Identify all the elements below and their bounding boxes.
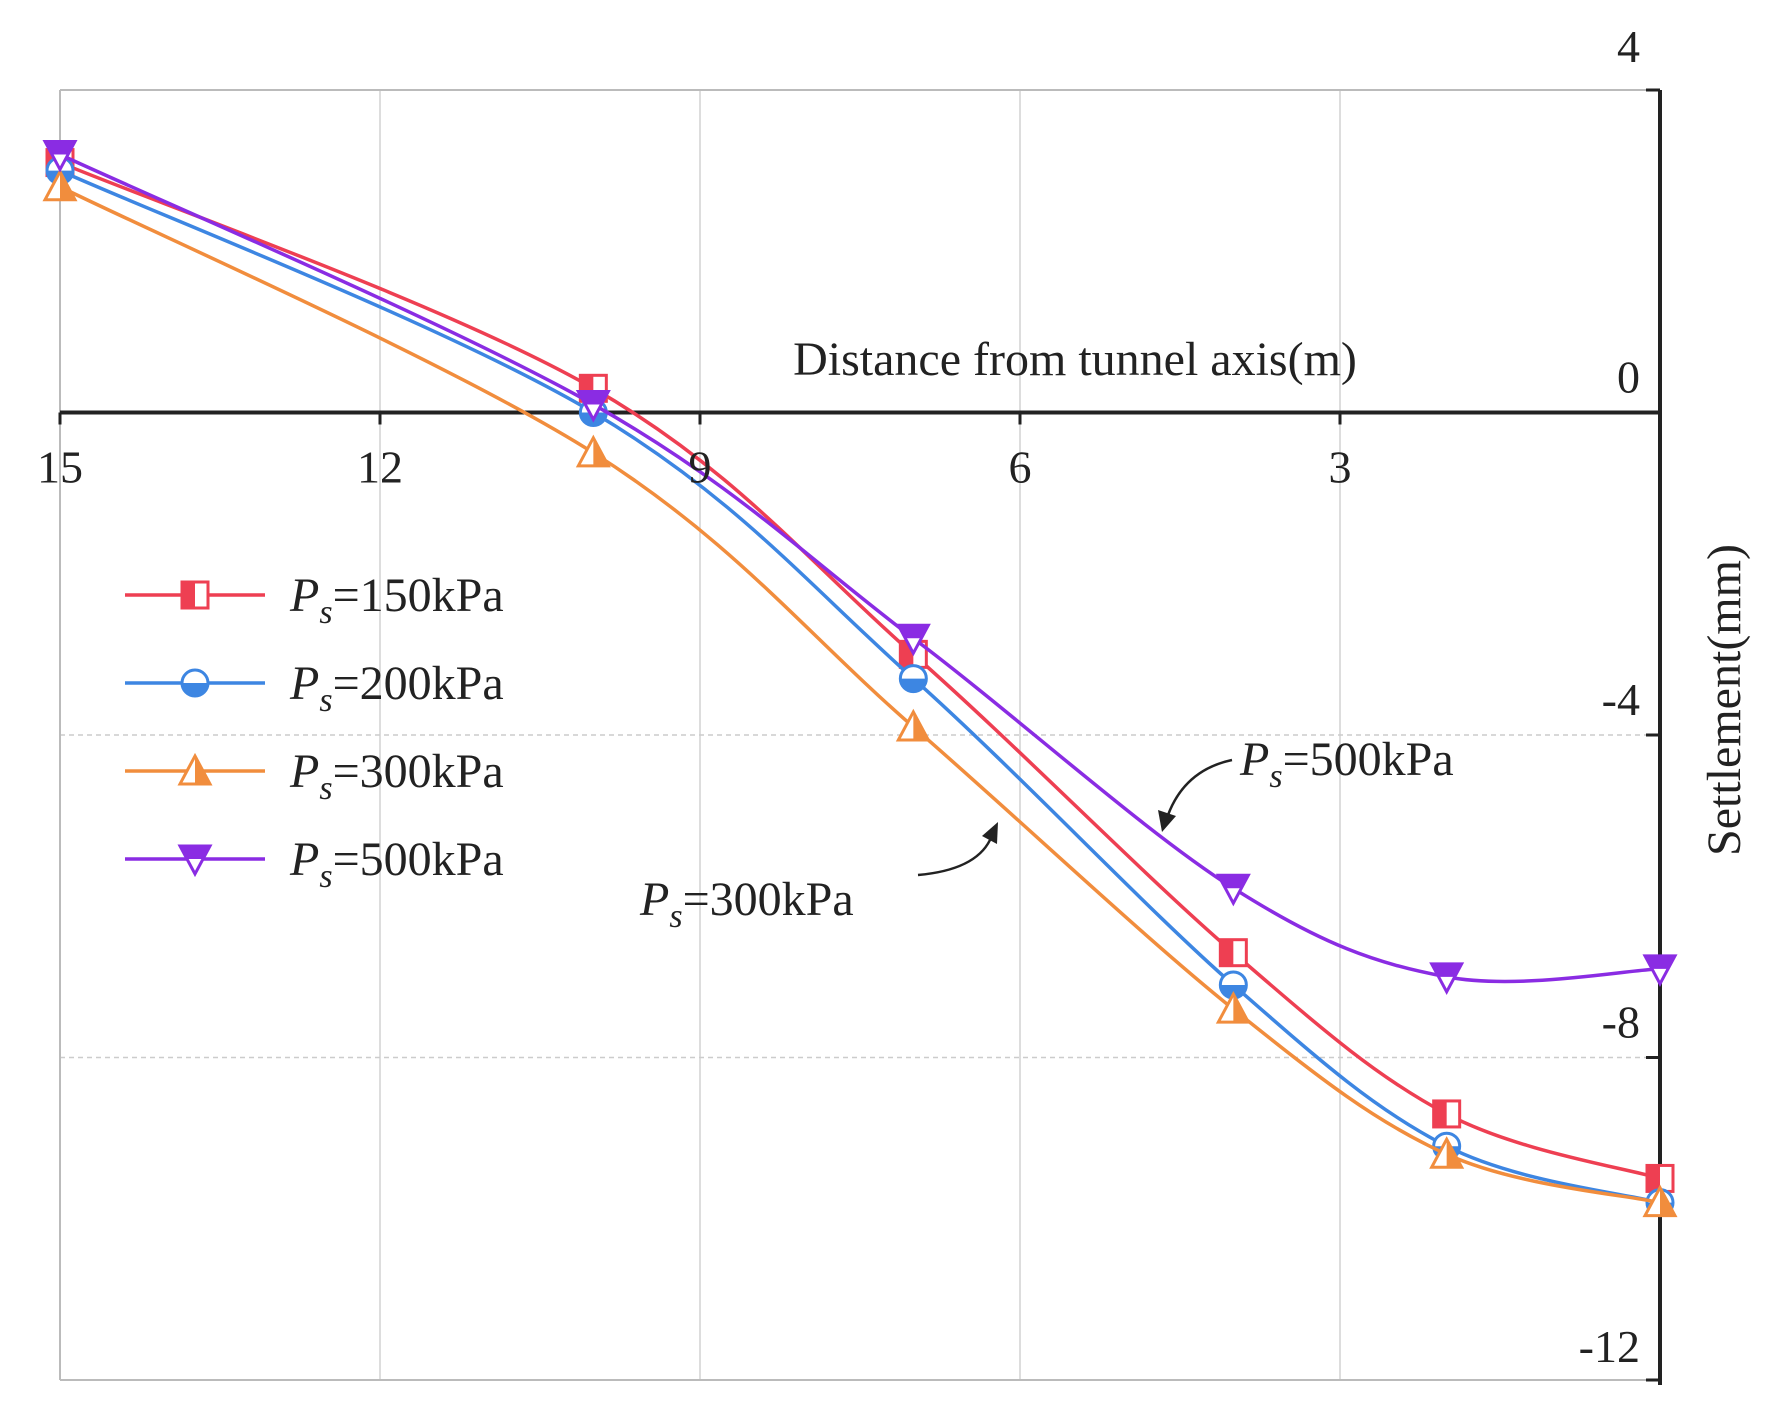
annotation-300kpa: Ps=300kPa [639, 873, 854, 935]
y-tick-label: -4 [1602, 674, 1640, 725]
marker-fill [900, 678, 927, 692]
marker-fill [913, 711, 929, 740]
legend-item: Ps=500kPa [125, 833, 504, 895]
marker-fill [593, 437, 609, 466]
data-point [895, 623, 931, 657]
data-point [42, 140, 78, 173]
grid-lines [60, 90, 1660, 1380]
marker-fill [1220, 939, 1234, 966]
marker-fill [45, 141, 75, 155]
tick-labels: 15 12 9 6 3 4 0 -4 -8 -12 [37, 21, 1640, 1372]
marker-fill [60, 171, 75, 200]
marker-fill [1645, 955, 1675, 969]
marker-fill [1233, 994, 1249, 1023]
legend-marker [180, 580, 210, 610]
marker-fill [1446, 1139, 1462, 1168]
y-tick-label: -12 [1579, 1321, 1640, 1372]
data-point [1642, 1184, 1678, 1218]
marker-fill [180, 846, 210, 859]
marker-fill [578, 391, 609, 405]
data-point [575, 434, 611, 468]
data-point [1429, 962, 1465, 996]
legend-label: Ps=300kPa [289, 745, 504, 807]
x-tick-label: 15 [37, 442, 83, 493]
legend-label: Ps=150kPa [289, 569, 504, 631]
legend-item: Ps=200kPa [125, 657, 504, 719]
data-point [898, 664, 928, 694]
data-point [1218, 938, 1248, 968]
data-point [1215, 873, 1251, 907]
x-tick-label: 12 [357, 442, 403, 493]
legend-marker [180, 668, 210, 698]
x-tick-label: 6 [1009, 442, 1032, 493]
data-point [1642, 954, 1678, 987]
data-series [42, 140, 1678, 1218]
x-axis-title: Distance from tunnel axis(m) [793, 333, 1357, 386]
annotations: Ps=500kPa Ps=300kPa [639, 733, 1454, 935]
legend-marker [177, 752, 213, 786]
x-tick-label: 3 [1329, 442, 1352, 493]
x-tick-label: 9 [689, 442, 712, 493]
data-point [895, 708, 931, 742]
marker-fill [182, 582, 195, 608]
y-axis-title: Settlement(mm) [1698, 544, 1751, 856]
series-500kPa [42, 140, 1678, 996]
annotation-arrow-500kpa [1166, 758, 1233, 816]
y-tick-label: 4 [1617, 21, 1640, 72]
legend-item: Ps=150kPa [125, 569, 504, 631]
series-300kPa [42, 168, 1678, 1218]
marker-fill [1431, 963, 1462, 977]
data-point [575, 389, 611, 423]
y-tick-label: -8 [1602, 997, 1640, 1048]
data-point [1432, 1099, 1462, 1129]
annotation-arrow-300kpa [917, 839, 992, 877]
data-point [42, 168, 78, 202]
marker-fill [1433, 1100, 1447, 1127]
y-tick-label: 0 [1617, 352, 1640, 403]
legend-label: Ps=500kPa [289, 833, 504, 895]
marker-fill [195, 756, 210, 784]
marker-fill [1647, 1165, 1660, 1192]
data-point [1215, 990, 1251, 1024]
annotation-500kpa: Ps=500kPa [1239, 733, 1454, 795]
legend: Ps=150kPa Ps=200kPa Ps=300kPa Ps=500kPa [125, 569, 504, 895]
legend-marker [177, 844, 213, 878]
data-point [1429, 1136, 1465, 1169]
legend-label: Ps=200kPa [289, 657, 504, 719]
marker-fill [182, 683, 208, 696]
marker-fill [898, 625, 929, 639]
annotation-arrowhead-500kpa [1158, 810, 1176, 832]
annotation-arrowhead-300kpa [982, 822, 998, 844]
marker-fill [1660, 1187, 1675, 1216]
marker-fill [1218, 875, 1249, 889]
legend-item: Ps=300kPa [125, 745, 504, 807]
